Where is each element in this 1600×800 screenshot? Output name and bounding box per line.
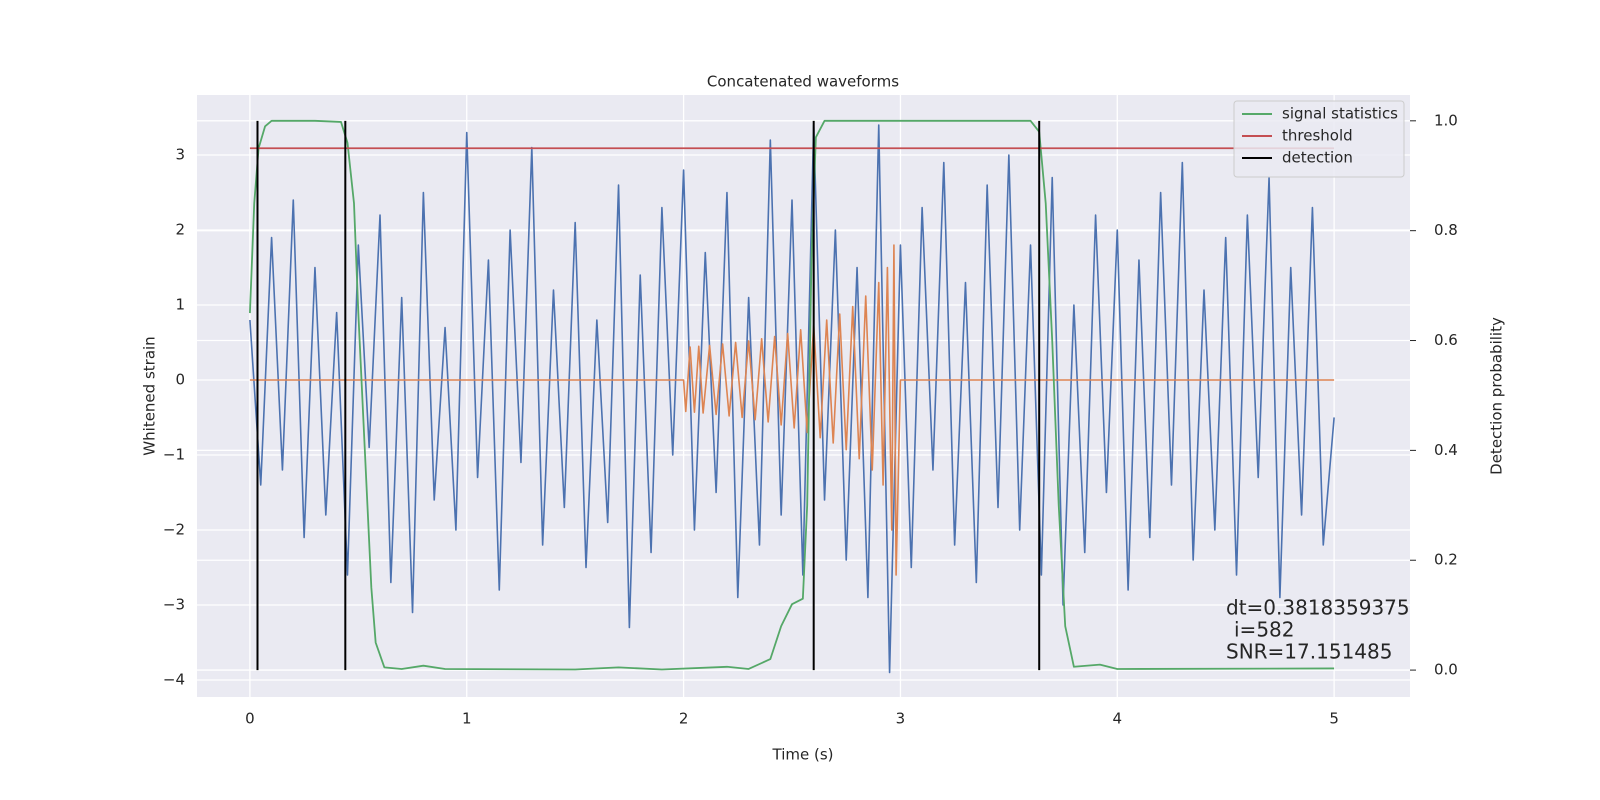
marks <box>249 119 1335 674</box>
y2-tick-label: 0.4 <box>1434 441 1458 459</box>
y2-tick-label: 0.2 <box>1434 551 1458 569</box>
y-axis-label: Whitened strain <box>141 336 159 455</box>
y2-tick-label: 0.0 <box>1434 661 1458 679</box>
series-line <box>249 244 1335 576</box>
x-tick-label: 4 <box>1112 710 1122 728</box>
y-tick-label: 2 <box>175 220 185 238</box>
y-tick-label: −2 <box>163 520 185 538</box>
legend-box <box>1233 100 1405 178</box>
y-tick-label: −4 <box>163 670 185 688</box>
x-tick-label: 2 <box>679 710 689 728</box>
y-tick-label: 1 <box>175 295 185 313</box>
y2-tick-label: 1.0 <box>1434 111 1458 129</box>
x-axis-label: Time (s) <box>772 746 834 764</box>
y-tick-label: −1 <box>163 445 185 463</box>
legend-label: detection <box>1282 149 1353 167</box>
y2-tick-label: 0.8 <box>1434 221 1458 239</box>
legend-label: threshold <box>1282 127 1353 145</box>
y-tick-label: 0 <box>175 370 185 388</box>
x-tick-label: 0 <box>245 710 255 728</box>
annotation: dt=0.3818359375 <box>1226 596 1410 620</box>
legend-label: signal statistics <box>1282 105 1398 123</box>
y2-tick-label: 0.6 <box>1434 331 1458 349</box>
chart-title: Concatenated waveforms <box>707 73 899 91</box>
x-tick-label: 3 <box>896 710 906 728</box>
y2-axis-label: Detection probability <box>1488 317 1506 475</box>
y-tick-label: −3 <box>163 595 185 613</box>
x-tick-label: 1 <box>462 710 472 728</box>
annotation: SNR=17.151485 <box>1226 640 1392 664</box>
overlay: signal statistics threshold detection dt=0.… <box>1226 100 1410 664</box>
series-line <box>249 124 1335 674</box>
y-tick-label: 3 <box>175 145 185 163</box>
x-tick-label: 5 <box>1329 710 1339 728</box>
series-line <box>249 119 1335 671</box>
annotation: i=582 <box>1234 618 1295 642</box>
